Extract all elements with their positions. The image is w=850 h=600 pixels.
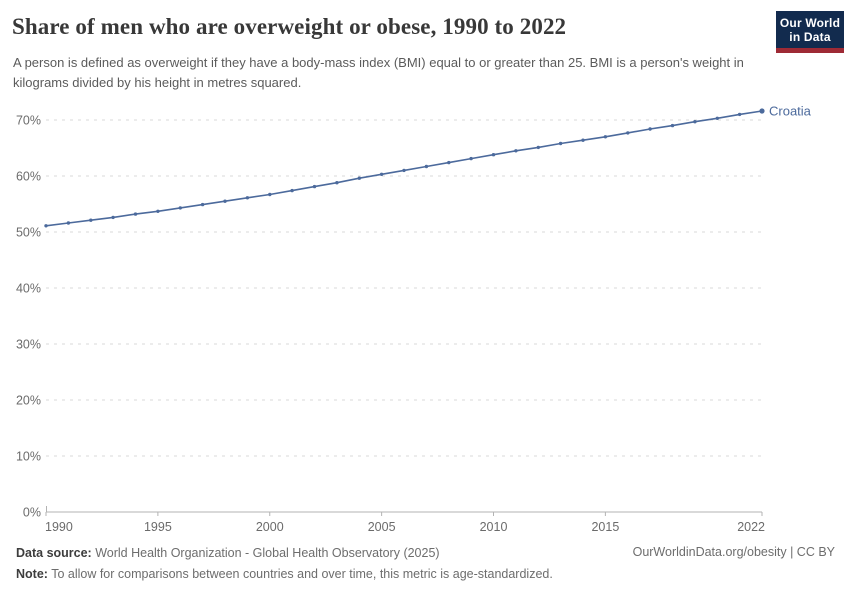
data-source-label: Data source:: [16, 546, 92, 560]
data-point[interactable]: [648, 127, 652, 131]
data-point[interactable]: [335, 181, 339, 185]
data-point[interactable]: [514, 149, 518, 153]
data-point[interactable]: [693, 120, 697, 124]
x-axis-label: 2015: [591, 520, 619, 534]
data-point[interactable]: [245, 196, 250, 200]
data-point[interactable]: [223, 199, 227, 203]
owid-logo[interactable]: Our World in Data: [776, 11, 844, 53]
data-point[interactable]: [89, 218, 93, 222]
y-axis-label: 40%: [16, 282, 41, 296]
data-point[interactable]: [737, 112, 742, 117]
data-point[interactable]: [491, 153, 496, 157]
x-axis-label: 1995: [144, 520, 172, 534]
data-source-text: World Health Organization - Global Healt…: [91, 546, 440, 560]
data-point[interactable]: [469, 156, 473, 161]
note-line: Note: To allow for comparisons between c…: [16, 564, 834, 585]
chart-svg: 0% 10% 20% 30% 40% 50% 60% 70% 1990 1995 2000 2005 2…: [16, 104, 812, 534]
data-point[interactable]: [715, 116, 719, 120]
data-point[interactable]: [379, 172, 384, 176]
data-point[interactable]: [603, 135, 608, 139]
series-end-label[interactable]: Croatia: [769, 104, 812, 119]
data-point[interactable]: [290, 188, 294, 193]
y-axis-label: 70%: [16, 114, 41, 128]
data-point[interactable]: [44, 224, 48, 228]
x-axis-label: 2022: [737, 520, 765, 534]
y-axis-label: 10%: [16, 450, 41, 464]
data-point[interactable]: [626, 131, 630, 135]
data-point[interactable]: [156, 209, 160, 213]
y-axis-label: 20%: [16, 394, 41, 408]
data-point[interactable]: [581, 138, 585, 142]
x-axis-label: 2000: [256, 520, 284, 534]
page-title: Share of men who are overweight or obese…: [12, 14, 567, 39]
note-text: To allow for comparisons between countri…: [47, 567, 553, 581]
x-axis-label: 1990: [45, 520, 73, 534]
data-point[interactable]: [447, 160, 451, 165]
x-axis-label: 2010: [480, 520, 508, 534]
y-axis-label: 0%: [23, 506, 41, 520]
data-point[interactable]: [133, 212, 138, 216]
data-point[interactable]: [536, 145, 540, 150]
data-point[interactable]: [759, 108, 765, 114]
owid-logo-line2: in Data: [789, 29, 831, 44]
note-label: Note:: [16, 567, 48, 581]
y-axis-label: 60%: [16, 170, 41, 184]
data-point[interactable]: [402, 168, 406, 173]
data-point[interactable]: [670, 123, 675, 128]
owid-logo-text: Our World in Data: [776, 11, 844, 48]
data-point[interactable]: [268, 192, 272, 197]
data-point[interactable]: [111, 215, 115, 220]
owid-logo-line1: Our World: [779, 15, 841, 30]
series-line-croatia[interactable]: [45, 110, 763, 227]
y-axis-label: 50%: [16, 226, 41, 240]
chart-footer: Data source: World Health Organization -…: [16, 543, 834, 585]
data-point[interactable]: [558, 141, 563, 146]
data-point[interactable]: [424, 164, 429, 169]
y-axis-label: 30%: [16, 338, 41, 352]
data-point[interactable]: [178, 206, 182, 210]
chart-subtitle: A person is defined as overweight if the…: [13, 55, 744, 90]
data-point[interactable]: [66, 221, 71, 225]
license-link[interactable]: OurWorldinData.org/obesity | CC BY: [632, 545, 835, 559]
data-point[interactable]: [200, 202, 205, 207]
data-point[interactable]: [312, 184, 317, 189]
owid-logo-accent-strip: [776, 48, 844, 53]
data-source-line: Data source: World Health Organization -…: [16, 543, 834, 564]
x-axis-label: 2005: [368, 520, 396, 534]
data-point[interactable]: [357, 176, 361, 180]
